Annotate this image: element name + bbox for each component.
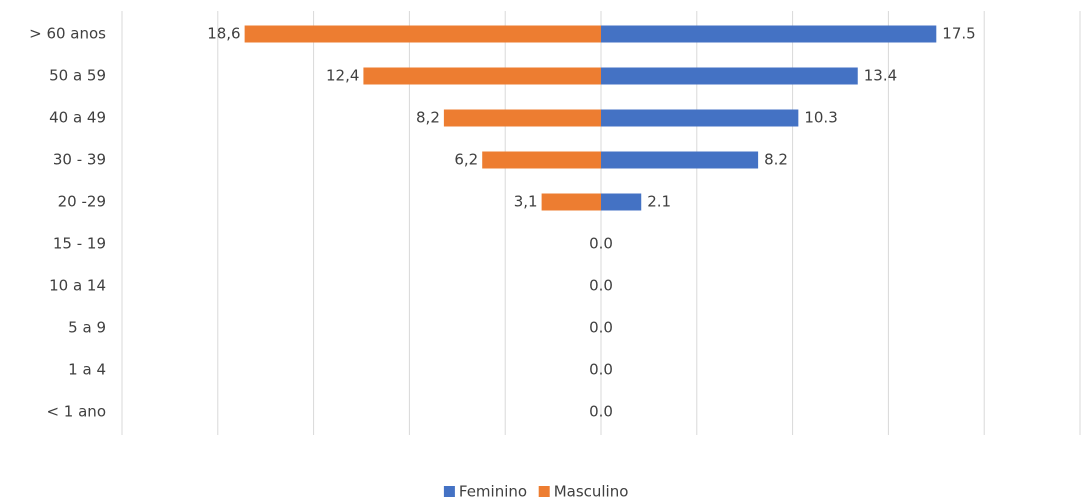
y-tick-label: < 1 ano <box>46 403 106 421</box>
legend-label: Feminino <box>459 483 527 499</box>
bar <box>244 25 601 43</box>
legend-swatch <box>538 486 550 497</box>
data-label: 6,2 <box>454 151 478 169</box>
bar <box>601 193 642 211</box>
bar <box>601 151 759 169</box>
data-label: 13.4 <box>864 67 897 85</box>
legend-swatch <box>443 486 455 497</box>
bar <box>443 109 601 127</box>
y-tick-label: 50 a 59 <box>49 67 106 85</box>
data-label: 8.2 <box>764 151 788 169</box>
bar <box>601 67 858 85</box>
y-tick-label: 5 a 9 <box>68 319 106 337</box>
data-label: 0.0 <box>589 403 613 421</box>
y-tick-label: 15 - 19 <box>53 235 106 253</box>
data-label: 8,2 <box>416 109 440 127</box>
y-tick-label: 40 a 49 <box>49 109 106 127</box>
data-label: 10.3 <box>804 109 837 127</box>
y-tick-label: > 60 anos <box>29 25 106 43</box>
legend-label: Masculino <box>554 483 629 499</box>
bar <box>363 67 601 85</box>
bar <box>541 193 601 211</box>
data-label: 0.0 <box>589 361 613 379</box>
bar <box>482 151 601 169</box>
data-label: 3,1 <box>514 193 538 211</box>
bar <box>601 25 937 43</box>
data-label: 12,4 <box>326 67 359 85</box>
y-tick-label: 10 a 14 <box>49 277 106 295</box>
y-tick-label: 1 a 4 <box>68 361 106 379</box>
y-tick-label: 20 -29 <box>58 193 106 211</box>
data-label: 0.0 <box>589 277 613 295</box>
data-label: 18,6 <box>207 25 240 43</box>
y-tick-label: 30 - 39 <box>53 151 106 169</box>
data-label: 0.0 <box>589 319 613 337</box>
data-label: 0.0 <box>589 235 613 253</box>
data-label: 2.1 <box>647 193 671 211</box>
bar <box>601 109 799 127</box>
data-label: 17.5 <box>942 25 975 43</box>
